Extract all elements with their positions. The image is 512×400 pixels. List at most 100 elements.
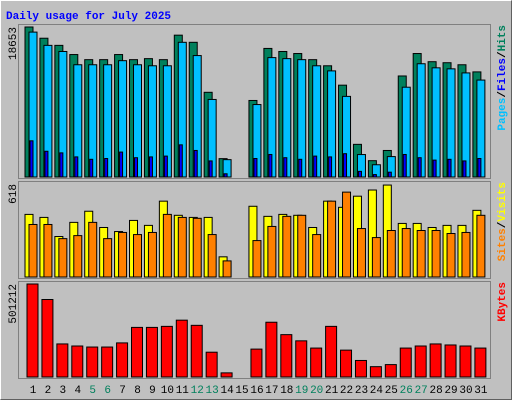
bar [414, 345, 427, 378]
bar [327, 200, 337, 278]
bar [222, 260, 232, 278]
x-tick-label: 8 [134, 385, 141, 397]
bar [160, 325, 173, 378]
chart-title: Daily usage for July 2025 [6, 11, 171, 23]
bar [325, 325, 338, 378]
bar [131, 326, 144, 378]
legend: Sites/Visits [497, 182, 509, 261]
x-tick-label: 20 [310, 385, 323, 397]
bar [476, 214, 486, 278]
bar [190, 324, 203, 378]
bar [220, 372, 233, 378]
bar [459, 345, 472, 378]
x-tick-label: 24 [370, 385, 384, 397]
bar [147, 231, 157, 278]
bar [207, 234, 217, 278]
x-tick-label: 12 [191, 385, 204, 397]
legend-separator: / [497, 51, 509, 58]
bar [71, 345, 84, 378]
bar [162, 213, 172, 278]
x-tick-label: 30 [459, 385, 472, 397]
bar [297, 214, 307, 278]
bar [431, 230, 441, 278]
bar [89, 158, 94, 178]
bar [265, 321, 278, 378]
bar [401, 228, 411, 278]
bar [356, 228, 366, 278]
bar [444, 344, 457, 378]
x-tick-label: 21 [325, 385, 339, 397]
x-tick-label: 19 [295, 385, 308, 397]
bar [416, 230, 426, 278]
bar [429, 343, 442, 378]
bar [342, 191, 352, 278]
bar [104, 158, 109, 178]
x-tick-label: 15 [235, 385, 248, 397]
x-tick-label: 13 [206, 385, 219, 397]
legend-entry: Hits [497, 25, 509, 51]
bar [253, 158, 258, 178]
bar [178, 144, 183, 178]
bar [86, 346, 99, 378]
x-tick-label: 31 [474, 385, 488, 397]
bar [73, 235, 83, 278]
bar [312, 234, 322, 278]
x-tick-label: 14 [220, 385, 234, 397]
x-tick-label: 18 [280, 385, 293, 397]
bar [101, 346, 114, 378]
bar [399, 347, 412, 378]
x-tick-label: 4 [74, 385, 81, 397]
bar [119, 151, 124, 178]
bar [328, 156, 333, 178]
bar [223, 173, 228, 178]
y-tick-label: 618 [8, 184, 20, 204]
bar [447, 158, 452, 178]
bar [340, 349, 353, 378]
bar [177, 216, 187, 278]
bar [133, 234, 143, 278]
legend-entry: KBytes [497, 282, 509, 322]
x-tick-label: 5 [89, 385, 96, 397]
legend-entry: Sites [497, 228, 509, 261]
bar [56, 343, 69, 378]
bar [343, 153, 348, 178]
bar [43, 223, 53, 278]
bar [44, 150, 49, 178]
x-tick-label: 11 [176, 385, 190, 397]
legend: Pages/Files/Hits [497, 25, 509, 131]
bar [208, 160, 213, 178]
bar [148, 156, 153, 178]
bar [205, 351, 218, 378]
x-tick-label: 10 [161, 385, 174, 397]
bar [477, 158, 482, 178]
bar [386, 230, 396, 278]
bar [26, 283, 39, 378]
bar [384, 364, 397, 378]
x-tick-label: 27 [415, 385, 428, 397]
legend-separator: / [497, 91, 509, 98]
x-tick-label: 29 [444, 385, 457, 397]
bar [461, 231, 471, 278]
bar [250, 348, 263, 378]
bar [371, 237, 381, 278]
y-tick-label: 18653 [8, 27, 20, 60]
x-tick-label: 16 [250, 385, 263, 397]
bar [313, 155, 318, 178]
y-tick-label: 501212 [8, 284, 20, 324]
bar [175, 319, 188, 378]
bar [163, 155, 168, 178]
bar [387, 171, 392, 178]
x-tick-label: 6 [104, 385, 111, 397]
bar [446, 233, 456, 278]
legend: KBytes [497, 282, 509, 322]
x-tick-label: 25 [385, 385, 398, 397]
bar [145, 326, 158, 378]
bar [295, 340, 308, 378]
bar [369, 366, 382, 378]
bar [118, 231, 128, 278]
bar [103, 238, 113, 278]
x-tick-label: 26 [400, 385, 413, 397]
bar [310, 347, 323, 378]
legend-entry: Files [497, 58, 509, 91]
